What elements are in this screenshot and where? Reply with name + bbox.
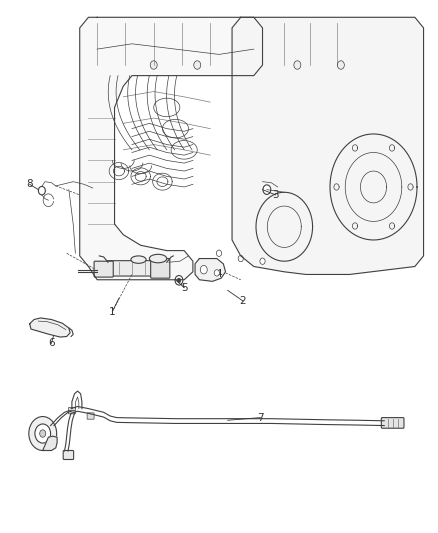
Circle shape — [214, 270, 219, 276]
FancyBboxPatch shape — [87, 413, 94, 419]
Circle shape — [39, 187, 46, 195]
Circle shape — [194, 61, 201, 69]
Circle shape — [260, 258, 265, 264]
Circle shape — [263, 185, 271, 195]
Circle shape — [35, 424, 50, 443]
Circle shape — [238, 255, 244, 262]
Circle shape — [150, 61, 157, 69]
Polygon shape — [195, 259, 226, 281]
Text: 3: 3 — [272, 190, 279, 200]
Circle shape — [175, 276, 183, 285]
Ellipse shape — [131, 256, 146, 263]
Text: 2: 2 — [240, 296, 246, 306]
Text: 8: 8 — [26, 179, 33, 189]
Text: 5: 5 — [181, 282, 187, 293]
Text: 1: 1 — [109, 306, 116, 317]
Circle shape — [29, 417, 57, 450]
Circle shape — [40, 430, 46, 437]
Circle shape — [337, 61, 344, 69]
Circle shape — [177, 278, 181, 282]
Polygon shape — [80, 17, 262, 280]
FancyBboxPatch shape — [63, 450, 74, 459]
Polygon shape — [232, 17, 424, 274]
Circle shape — [216, 250, 222, 256]
FancyBboxPatch shape — [381, 418, 404, 428]
FancyBboxPatch shape — [151, 259, 170, 278]
Ellipse shape — [149, 254, 167, 263]
FancyBboxPatch shape — [68, 408, 75, 414]
Polygon shape — [30, 318, 70, 337]
FancyBboxPatch shape — [107, 261, 168, 276]
Text: 7: 7 — [257, 413, 264, 423]
FancyBboxPatch shape — [94, 261, 113, 277]
Circle shape — [200, 265, 207, 274]
Text: 6: 6 — [48, 338, 55, 349]
Text: 4: 4 — [215, 270, 223, 279]
Polygon shape — [43, 436, 57, 450]
Circle shape — [294, 61, 301, 69]
